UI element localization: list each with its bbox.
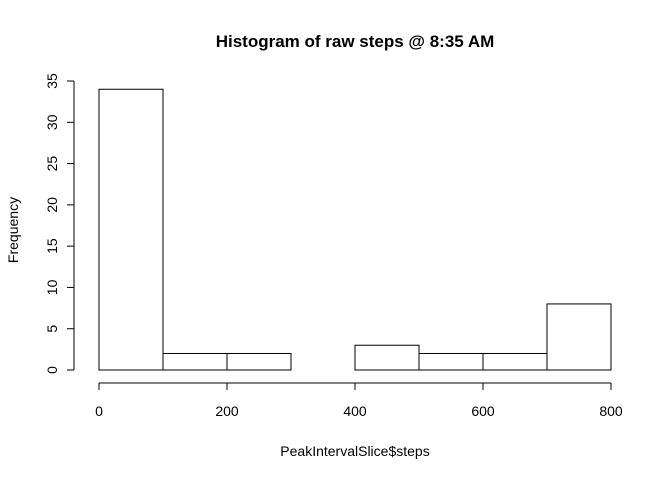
y-tick-label: 35 [44, 73, 60, 89]
histogram-bar [98, 88, 164, 371]
x-tick-label: 600 [471, 403, 495, 419]
y-tick-label: 0 [44, 366, 60, 374]
x-tick-label: 400 [343, 403, 367, 419]
chart-title: Histogram of raw steps @ 8:35 AM [216, 32, 495, 51]
histogram-bar [482, 352, 548, 371]
x-tick-label: 200 [215, 403, 239, 419]
histogram-bar [546, 303, 612, 371]
y-axis: 0 5 10 15 20 25 30 35 [44, 73, 75, 374]
x-tick-label: 800 [599, 403, 623, 419]
histogram-bar [226, 352, 292, 371]
y-tick-label: 5 [44, 325, 60, 333]
histogram-bar [418, 352, 484, 371]
x-axis: 0 200 400 600 800 [95, 382, 623, 419]
y-tick-label: 30 [44, 114, 60, 130]
histogram-bar [162, 352, 228, 371]
y-tick-label: 25 [44, 156, 60, 172]
y-tick-label: 20 [44, 197, 60, 213]
y-tick-label: 10 [44, 279, 60, 295]
y-tick-label: 15 [44, 238, 60, 254]
x-tick-label: 0 [95, 403, 103, 419]
y-axis-label: Frequency [5, 197, 21, 263]
x-axis-label: PeakIntervalSlice$steps [280, 443, 429, 459]
bars-group [98, 88, 612, 371]
histogram-bar [354, 344, 420, 371]
